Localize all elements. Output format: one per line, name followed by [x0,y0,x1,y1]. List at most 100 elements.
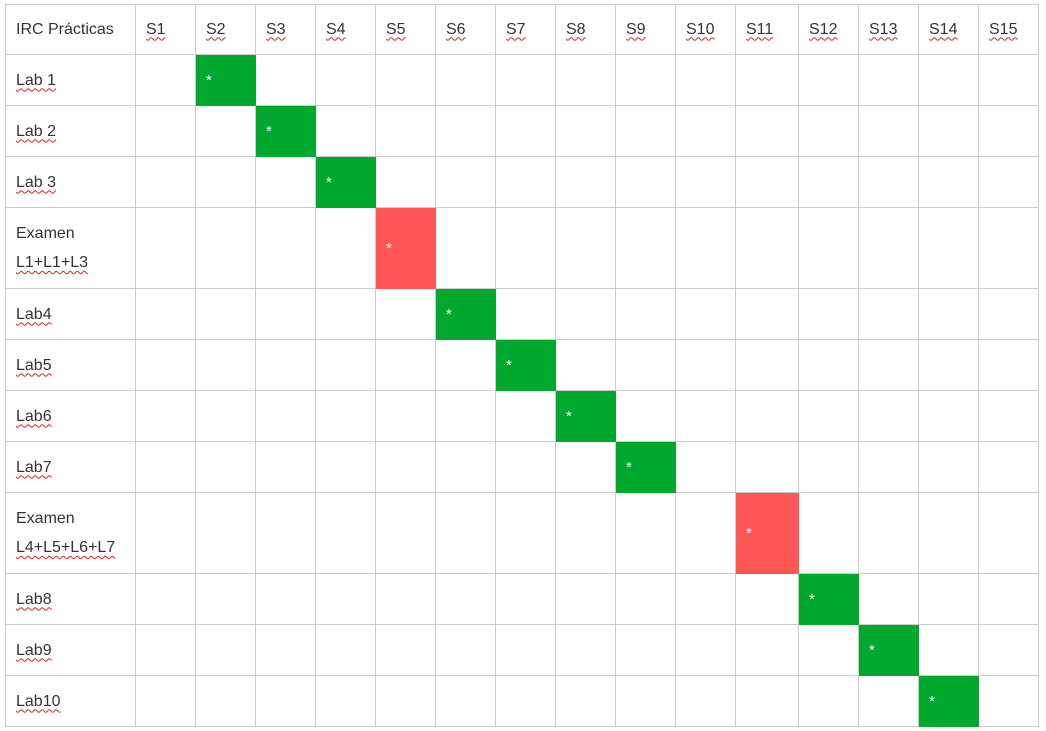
schedule-cell[interactable] [858,675,919,727]
row-label-cell[interactable]: Lab6 [5,390,136,442]
schedule-cell[interactable] [255,441,316,493]
exam-marked-cell[interactable]: * [735,492,799,574]
schedule-cell[interactable] [195,624,256,676]
schedule-cell[interactable] [978,390,1039,442]
schedule-cell[interactable] [918,207,979,289]
week-header-cell[interactable]: S8 [555,4,616,55]
schedule-cell[interactable] [978,675,1039,727]
lab-marked-cell[interactable]: * [435,288,496,340]
schedule-cell[interactable] [195,573,256,625]
schedule-cell[interactable] [375,441,436,493]
week-header-cell[interactable]: S15 [978,4,1039,55]
row-label-cell[interactable]: Lab7 [5,441,136,493]
schedule-cell[interactable] [735,288,799,340]
schedule-cell[interactable] [978,288,1039,340]
schedule-cell[interactable] [435,207,496,289]
schedule-cell[interactable] [495,492,556,574]
schedule-cell[interactable] [858,288,919,340]
schedule-cell[interactable] [858,390,919,442]
schedule-cell[interactable] [615,339,676,391]
schedule-cell[interactable] [255,624,316,676]
schedule-cell[interactable] [615,156,676,208]
schedule-cell[interactable] [858,105,919,157]
schedule-cell[interactable] [495,156,556,208]
schedule-cell[interactable] [918,54,979,106]
row-label-cell[interactable]: Lab5 [5,339,136,391]
row-label-cell[interactable]: Examen L1+L1+L3 [5,207,136,289]
schedule-cell[interactable] [798,492,859,574]
row-label-cell[interactable]: Lab10 [5,675,136,727]
schedule-cell[interactable] [135,441,196,493]
schedule-cell[interactable] [255,207,316,289]
lab-marked-cell[interactable]: * [555,390,616,442]
schedule-cell[interactable] [375,288,436,340]
schedule-cell[interactable] [918,105,979,157]
corner-header-cell[interactable]: IRC Prácticas [5,4,136,55]
week-header-cell[interactable]: S3 [255,4,316,55]
schedule-cell[interactable] [978,573,1039,625]
schedule-cell[interactable] [615,624,676,676]
schedule-cell[interactable] [315,441,376,493]
schedule-cell[interactable] [615,288,676,340]
schedule-cell[interactable] [255,288,316,340]
schedule-cell[interactable] [255,675,316,727]
schedule-cell[interactable] [375,339,436,391]
schedule-cell[interactable] [255,573,316,625]
schedule-cell[interactable] [375,390,436,442]
schedule-cell[interactable] [435,441,496,493]
lab-marked-cell[interactable]: * [615,441,676,493]
schedule-cell[interactable] [315,54,376,106]
schedule-cell[interactable] [255,492,316,574]
schedule-cell[interactable] [495,390,556,442]
schedule-cell[interactable] [798,207,859,289]
schedule-cell[interactable] [195,288,256,340]
schedule-cell[interactable] [135,339,196,391]
schedule-cell[interactable] [675,105,736,157]
lab-marked-cell[interactable]: * [495,339,556,391]
schedule-cell[interactable] [195,156,256,208]
schedule-cell[interactable] [135,54,196,106]
schedule-cell[interactable] [858,492,919,574]
week-header-cell[interactable]: S12 [798,4,859,55]
schedule-cell[interactable] [195,207,256,289]
schedule-cell[interactable] [675,54,736,106]
schedule-cell[interactable] [495,105,556,157]
schedule-cell[interactable] [978,207,1039,289]
schedule-cell[interactable] [135,390,196,442]
schedule-cell[interactable] [375,624,436,676]
week-header-cell[interactable]: S7 [495,4,556,55]
schedule-cell[interactable] [315,105,376,157]
schedule-cell[interactable] [375,573,436,625]
lab-marked-cell[interactable]: * [858,624,919,676]
schedule-cell[interactable] [858,573,919,625]
row-label-cell[interactable]: Lab 2 [5,105,136,157]
schedule-cell[interactable] [918,624,979,676]
schedule-cell[interactable] [555,573,616,625]
schedule-cell[interactable] [435,624,496,676]
week-header-cell[interactable]: S5 [375,4,436,55]
schedule-cell[interactable] [555,675,616,727]
schedule-cell[interactable] [735,339,799,391]
schedule-cell[interactable] [858,441,919,493]
schedule-cell[interactable] [435,390,496,442]
lab-marked-cell[interactable]: * [195,54,256,106]
schedule-cell[interactable] [315,207,376,289]
schedule-cell[interactable] [675,288,736,340]
schedule-cell[interactable] [675,207,736,289]
week-header-cell[interactable]: S14 [918,4,979,55]
schedule-cell[interactable] [798,288,859,340]
schedule-cell[interactable] [195,492,256,574]
row-label-cell[interactable]: Lab8 [5,573,136,625]
row-label-cell[interactable]: Examen L4+L5+L6+L7 [5,492,136,574]
schedule-cell[interactable] [978,54,1039,106]
week-header-cell[interactable]: S2 [195,4,256,55]
schedule-cell[interactable] [675,339,736,391]
row-label-cell[interactable]: Lab 1 [5,54,136,106]
schedule-cell[interactable] [435,156,496,208]
schedule-cell[interactable] [315,573,376,625]
week-header-cell[interactable]: S1 [135,4,196,55]
schedule-cell[interactable] [798,54,859,106]
schedule-cell[interactable] [375,675,436,727]
row-label-cell[interactable]: Lab9 [5,624,136,676]
schedule-cell[interactable] [735,207,799,289]
